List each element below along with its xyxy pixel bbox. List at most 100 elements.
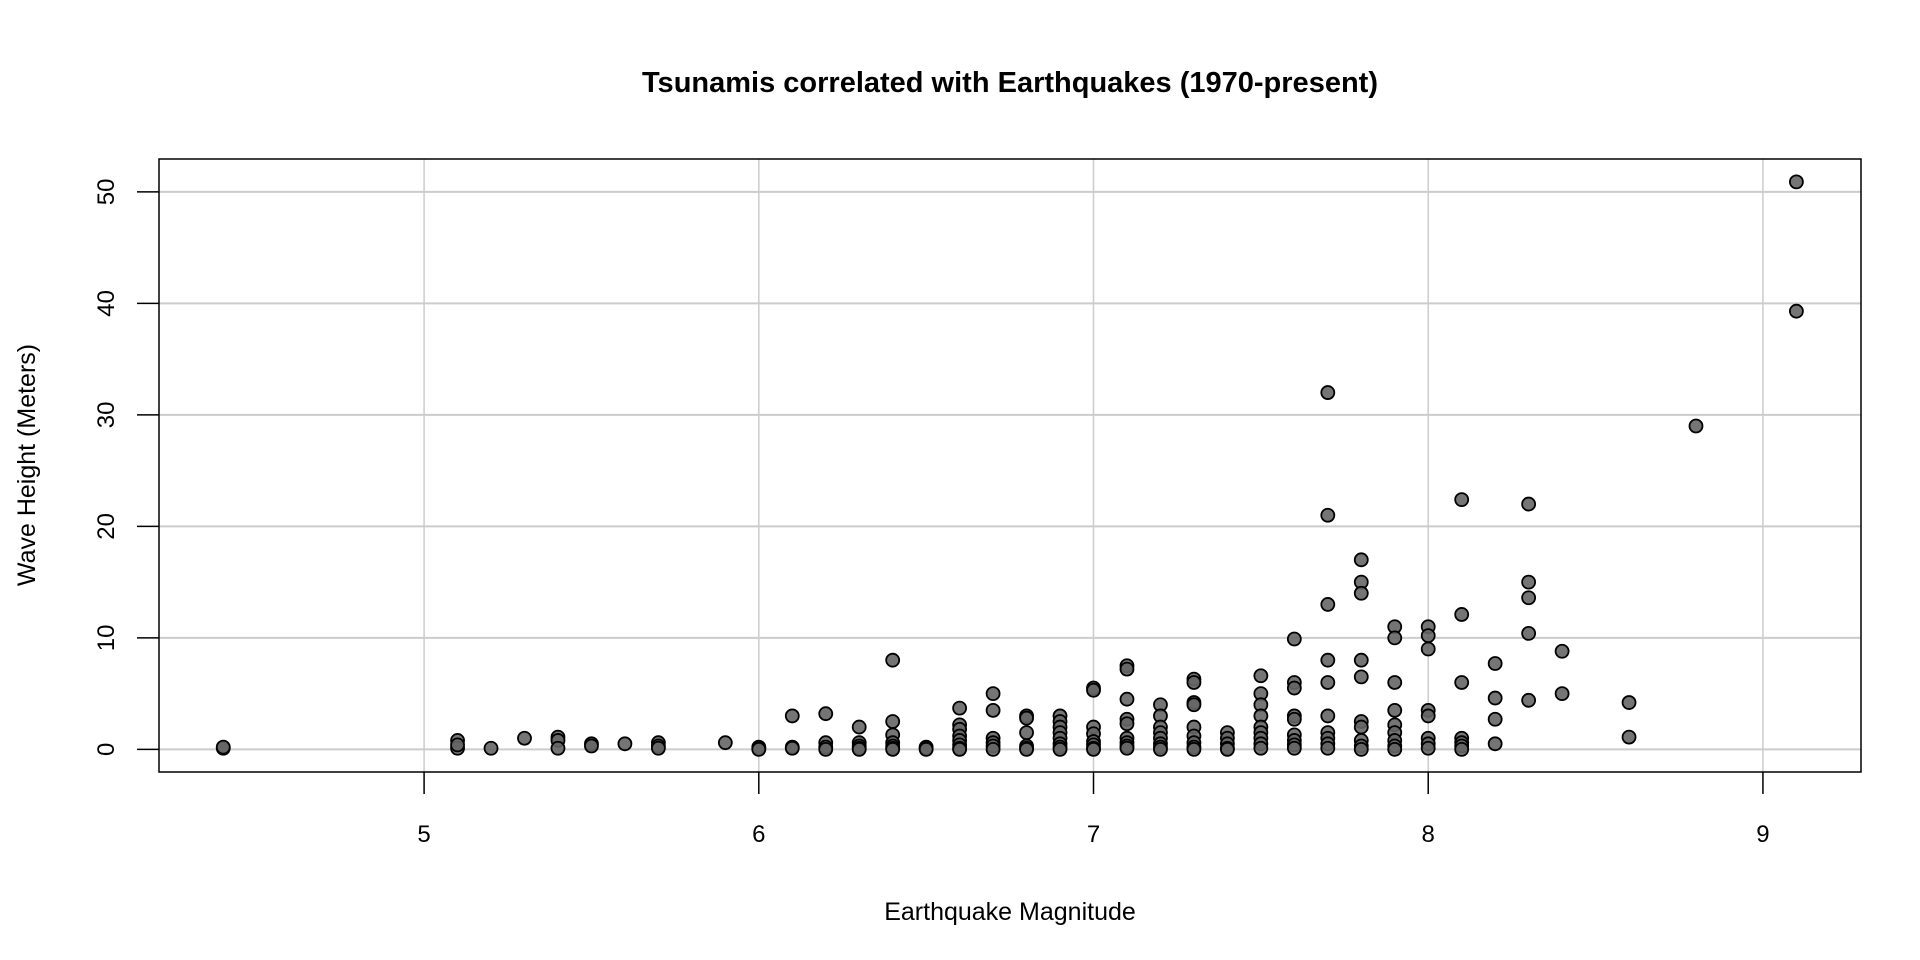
data-point [784, 740, 800, 756]
data-point [1521, 626, 1537, 641]
data-point [851, 719, 867, 735]
y-axis: 0 10 20 30 40 50 [93, 179, 159, 756]
grid [159, 159, 1861, 772]
data-point [1353, 741, 1369, 757]
data-point [751, 741, 767, 757]
data-point [784, 708, 800, 724]
data-point [818, 741, 834, 757]
data-point [584, 738, 599, 754]
data-point [617, 736, 633, 752]
data-point [1521, 692, 1537, 708]
y-tick-label: 30 [93, 402, 120, 429]
y-tick-label: 40 [93, 290, 120, 317]
y-tick-label: 50 [93, 179, 120, 206]
data-point [1789, 174, 1804, 190]
data-point [1186, 741, 1202, 757]
data-point [1186, 675, 1202, 690]
data-point [1353, 585, 1369, 601]
data-point [1789, 303, 1804, 319]
data-point [885, 714, 901, 729]
x-tick-label: 8 [1422, 821, 1435, 848]
data-point [1487, 736, 1503, 752]
data-point [1153, 741, 1168, 757]
data-point [1353, 652, 1369, 668]
data-point [550, 740, 566, 756]
data-point [1353, 552, 1369, 568]
y-axis-label: Wave Height (Meters) [13, 344, 41, 586]
data-point [952, 700, 968, 716]
data-point [885, 741, 901, 757]
data-point [1521, 574, 1537, 590]
data-point [1387, 675, 1403, 690]
data-point [1454, 607, 1470, 622]
x-tick-label: 5 [417, 821, 430, 848]
data-point [1320, 740, 1336, 756]
data-point [1019, 710, 1034, 726]
data-point [1119, 691, 1135, 707]
data-point [1320, 652, 1336, 668]
data-point [517, 730, 532, 746]
x-tick-label: 9 [1756, 821, 1769, 848]
data-point [1487, 711, 1503, 727]
data-point [1286, 680, 1302, 696]
data-point [1086, 682, 1101, 698]
data-point [1420, 740, 1436, 756]
data-point [1420, 641, 1436, 657]
data-point [1621, 729, 1637, 745]
data-point [1320, 708, 1336, 724]
data-point [1521, 496, 1537, 512]
data-point [1320, 385, 1336, 400]
data-point [1119, 716, 1135, 732]
data-point [650, 740, 666, 756]
data-point [1688, 418, 1704, 434]
data-point [1253, 740, 1269, 756]
data-point [1387, 630, 1403, 646]
data-point [1353, 669, 1369, 685]
chart-title: Tsunamis correlated with Earthquakes (19… [642, 67, 1378, 99]
data-point [1052, 741, 1068, 757]
data-point [1019, 725, 1034, 741]
data-point [1320, 507, 1336, 523]
data-point [1286, 740, 1302, 756]
data-point [1621, 695, 1637, 710]
data-point [818, 706, 834, 722]
data-point [918, 741, 934, 757]
data-point [450, 737, 465, 753]
data-point [952, 741, 968, 757]
x-tick-label: 7 [1087, 821, 1100, 848]
data-point [1119, 740, 1135, 756]
data-point [1019, 741, 1034, 757]
data-point [1554, 686, 1570, 702]
data-point [1186, 697, 1202, 713]
data-point [1420, 628, 1436, 644]
data-point [215, 739, 231, 755]
x-axis: 5 6 7 8 9 [417, 772, 1770, 848]
data-point [483, 740, 499, 756]
data-point [1387, 741, 1403, 757]
y-tick-label: 20 [93, 513, 120, 540]
data-point [1086, 741, 1101, 757]
data-point [1554, 643, 1570, 659]
y-tick-label: 10 [93, 625, 120, 652]
data-point [1454, 741, 1470, 757]
data-point [1454, 675, 1470, 690]
data-point [1320, 597, 1336, 612]
data-point [885, 652, 901, 668]
data-point [1320, 675, 1336, 690]
data-point [985, 741, 1001, 757]
data-point [1353, 719, 1369, 735]
data-point [1286, 711, 1302, 727]
points [215, 174, 1804, 757]
data-point [1119, 661, 1135, 677]
plot-frame [158, 158, 1862, 773]
data-point [1454, 492, 1470, 508]
data-point [1521, 590, 1537, 606]
data-point [1219, 741, 1235, 757]
data-point [851, 741, 867, 757]
data-point [1387, 702, 1403, 718]
data-point [985, 702, 1001, 718]
data-point [1253, 668, 1269, 684]
y-tick-label: 0 [93, 743, 120, 756]
x-axis-label: Earthquake Magnitude [884, 898, 1136, 926]
